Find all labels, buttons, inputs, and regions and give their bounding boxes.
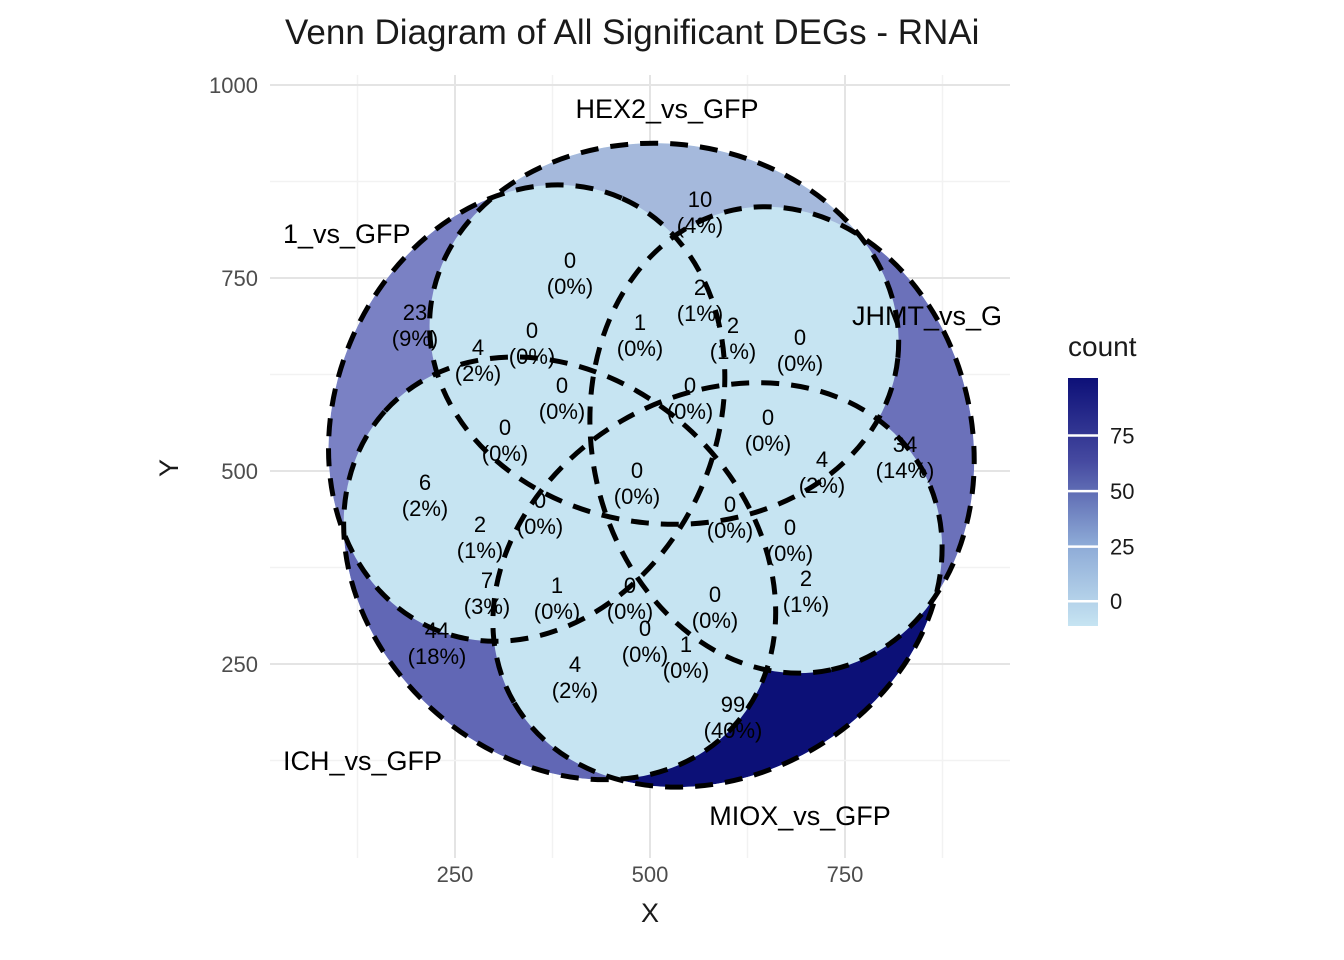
region-count-label: 7 (3%): [464, 568, 510, 619]
region-count-label: 0 (0%): [607, 573, 653, 624]
legend-colorbar: count 75 50 25 0: [1068, 331, 1137, 626]
chart-title: Venn Diagram of All Significant DEGs - R…: [285, 13, 979, 52]
region-count-label: 0 (0%): [622, 616, 668, 667]
region-count-label: 0 (0%): [692, 582, 738, 633]
set-name-label: HEX2_vs_GFP: [575, 94, 758, 124]
region-count-label: 0 (0%): [707, 492, 753, 543]
region-count-label: 34 (14%): [876, 432, 935, 483]
legend-title: count: [1068, 331, 1137, 362]
region-count-label: 4 (2%): [552, 652, 598, 703]
venn-ellipse-outline: [490, 380, 945, 790]
set-name-label: ICH_vs_GFP: [283, 746, 442, 776]
y-tick-label: 500: [221, 459, 258, 484]
region-count-label: 0 (0%): [539, 373, 585, 424]
venn-ellipse-outline: [427, 140, 902, 527]
x-tick-label: 500: [632, 862, 669, 887]
region-count-label: 4 (2%): [799, 447, 845, 498]
region-count-label: 2 (1%): [457, 512, 503, 563]
region-count-label: 0 (0%): [547, 248, 593, 299]
set-name-label: JHMT_vs_G: [852, 301, 1002, 331]
region-count-label: 2 (1%): [710, 313, 756, 364]
venn-only-region: [343, 356, 776, 780]
venn-set-fills: [328, 143, 975, 788]
region-count-label: 1 (0%): [663, 632, 709, 683]
region-count-label: 2 (1%): [677, 275, 723, 326]
legend-tick-label: 0: [1110, 589, 1122, 614]
y-axis-title: Y: [154, 459, 184, 477]
venn-ellipse-outline: [587, 204, 977, 676]
region-count-label: 1 (0%): [617, 310, 663, 361]
venn-ellipse-outline: [326, 182, 728, 644]
legend-gradient-bar: [1068, 378, 1098, 626]
x-axis-title: X: [641, 898, 659, 928]
region-count-label: 0 (0%): [614, 458, 660, 509]
region-count-label: 6 (2%): [402, 470, 448, 521]
region-count-label: 4 (2%): [455, 335, 501, 386]
legend-tick-label: 50: [1110, 479, 1134, 504]
x-axis-ticks: 250 500 750: [437, 862, 864, 887]
y-tick-label: 1000: [209, 73, 258, 98]
set-name-label: 1_vs_GFP: [283, 219, 411, 249]
region-count-label: 0 (0%): [667, 373, 713, 424]
region-count-label: 44 (18%): [408, 618, 467, 669]
region-count-label: 0 (0%): [777, 325, 823, 376]
region-count-label: 99 (40%): [704, 692, 763, 743]
region-count-label: 23 (9%): [392, 300, 438, 351]
venn-set-outlines: [326, 140, 977, 790]
region-count-label: 10 (4%): [677, 187, 723, 238]
x-tick-label: 750: [827, 862, 864, 887]
venn-ellipse-outline: [341, 354, 779, 783]
venn-set-name-labels: 1_vs_GFP HEX2_vs_GFP JHMT_vs_G MIOX_vs_GFP I…: [283, 94, 1002, 831]
region-count-label: 0 (0%): [509, 318, 555, 369]
y-axis-ticks: 1000 750 500 250: [209, 73, 258, 677]
legend-tick-label: 25: [1110, 535, 1134, 560]
legend-tick-label: 75: [1110, 424, 1134, 449]
region-count-label: 0 (0%): [767, 515, 813, 566]
region-count-label: 2 (1%): [783, 566, 829, 617]
y-tick-label: 750: [221, 266, 258, 291]
venn-region-labels: 23 (9%)10 (4%)34 (14%)99 (40%)44 (18%)0 (0%) 2(…: [392, 187, 935, 743]
region-count-label: 0 (0%): [745, 405, 791, 456]
region-count-label: 1 (0%): [534, 573, 580, 624]
x-tick-label: 250: [437, 862, 474, 887]
set-name-label: MIOX_vs_GFP: [709, 801, 891, 831]
region-count-label: 0 (0%): [517, 488, 563, 539]
y-tick-label: 250: [221, 652, 258, 677]
region-count-label: 0 (0%): [482, 415, 528, 466]
